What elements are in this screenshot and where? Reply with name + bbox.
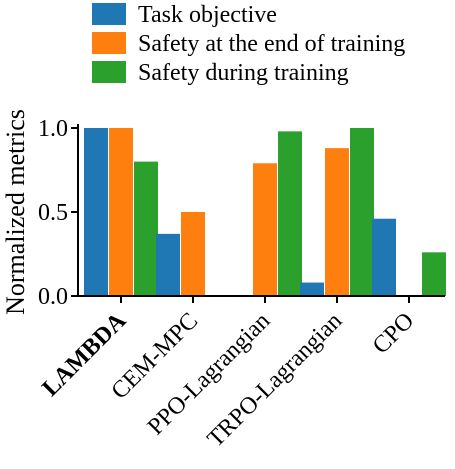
legend-swatch-safety-during-training bbox=[92, 61, 126, 83]
bar-cpo-task-objective bbox=[372, 218, 396, 296]
y-axis-label: Normalized metrics bbox=[1, 109, 30, 315]
legend: Task objective Safety at the end of train… bbox=[92, 2, 405, 86]
legend-label-task-objective: Task objective bbox=[138, 2, 277, 28]
y-tick-label: 0.5 bbox=[38, 200, 68, 226]
y-axis: 0.0 0.5 1.0 bbox=[38, 116, 79, 310]
bar-trpo-lagrangian-safety-during-training bbox=[350, 128, 374, 296]
bar-lambda-safety-at-the-end-of-training bbox=[109, 128, 133, 296]
bar-ppo-lagrangian-safety-at-the-end-of-training bbox=[253, 163, 277, 296]
y-tick-label: 0.0 bbox=[38, 284, 68, 310]
bar-lambda-task-objective bbox=[84, 128, 108, 296]
legend-swatch-task-objective bbox=[92, 3, 126, 25]
bar-cpo-safety-during-training bbox=[422, 252, 446, 296]
bars bbox=[84, 128, 446, 296]
y-tick-label: 1.0 bbox=[38, 116, 68, 142]
legend-label-safety-at-the-end-of-training: Safety at the end of training bbox=[138, 31, 405, 57]
bar-trpo-lagrangian-safety-at-the-end-of-training bbox=[325, 148, 349, 296]
legend-swatch-safety-at-the-end-of-training bbox=[92, 32, 126, 54]
bar-trpo-lagrangian-task-objective bbox=[300, 282, 324, 296]
x-axis: LAMBDACEM-MPCPPO-LagrangianTRPO-Lagrangi… bbox=[37, 295, 445, 453]
bar-cem-mpc-safety-at-the-end-of-training bbox=[181, 212, 205, 296]
x-tick-label-cpo: CPO bbox=[368, 308, 419, 359]
x-tick-label-trpo-lagrangian: TRPO-Lagrangian bbox=[203, 308, 348, 453]
x-tick-label-ppo-lagrangian: PPO-Lagrangian bbox=[143, 308, 275, 440]
bar-cem-mpc-task-objective bbox=[156, 233, 180, 296]
bar-lambda-safety-during-training bbox=[134, 161, 158, 296]
bar-ppo-lagrangian-safety-during-training bbox=[278, 131, 302, 296]
legend-label-safety-during-training: Safety during training bbox=[138, 60, 349, 86]
